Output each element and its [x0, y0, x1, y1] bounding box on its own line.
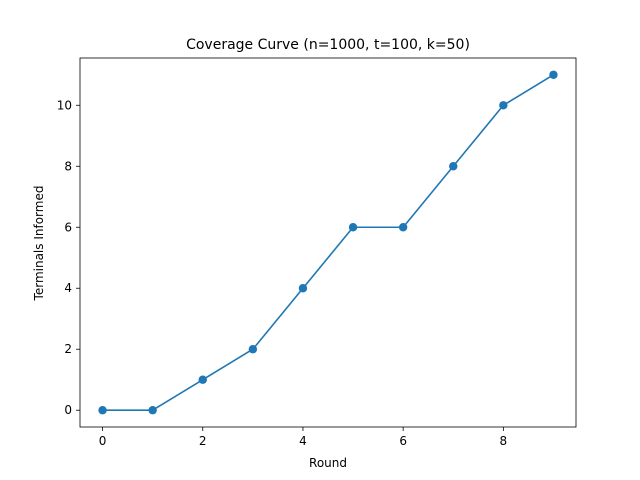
y-tick-label: 0 [64, 403, 72, 417]
x-tick-label: 0 [99, 434, 107, 448]
y-tick-label: 2 [64, 342, 72, 356]
x-tick-label: 6 [399, 434, 407, 448]
y-tick-label: 6 [64, 220, 72, 234]
y-tick-label: 10 [57, 98, 72, 112]
data-point [449, 162, 458, 171]
data-point [348, 223, 358, 232]
y-tick-label: 4 [64, 281, 72, 295]
x-tick-label: 8 [500, 434, 508, 448]
plot-area: 0 2 4 6 8 0 2 4 6 8 10 [57, 57, 577, 448]
data-point [248, 345, 258, 354]
data-point [198, 375, 207, 384]
data-point [398, 223, 408, 232]
x-tick-label: 2 [199, 434, 207, 448]
axes-frame [79, 57, 577, 428]
series-line [102, 74, 554, 412]
data-point [499, 101, 508, 110]
data-point [298, 284, 308, 293]
x-tick-label: 4 [299, 434, 307, 448]
data-point [549, 70, 558, 79]
x-axis-label: Round [309, 456, 347, 470]
chart-title: Coverage Curve (n=1000, t=100, k=50) [186, 37, 470, 53]
y-tick-label: 8 [64, 159, 72, 173]
data-point [148, 406, 157, 415]
data-point [98, 406, 107, 415]
y-axis-label: Terminals Informed [32, 186, 46, 302]
